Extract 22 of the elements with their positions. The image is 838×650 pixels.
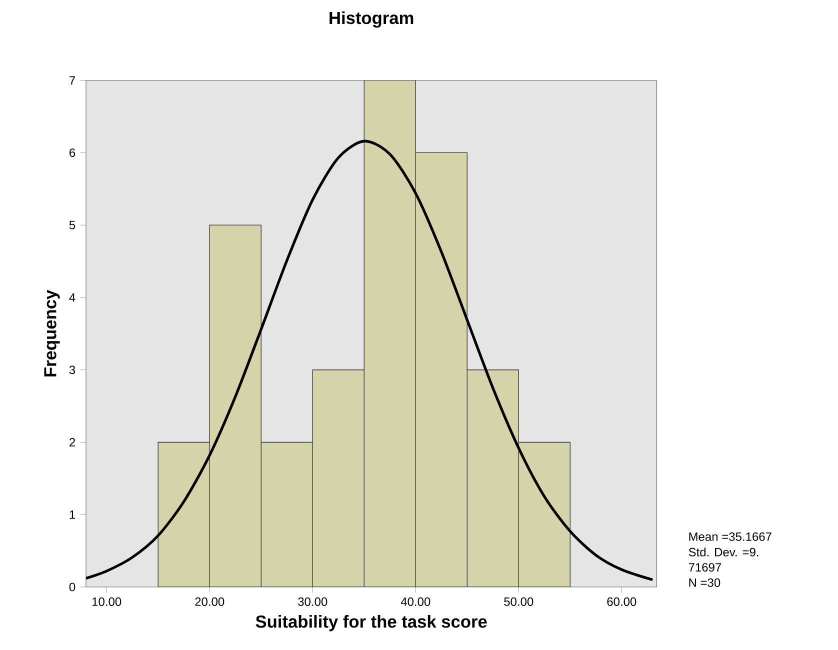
text: Mean =35.1667 bbox=[689, 532, 772, 541]
y-tick-label: 3 bbox=[69, 366, 76, 374]
y-tick-label: 0 bbox=[69, 582, 76, 592]
x-tick-label: 60.00 bbox=[607, 597, 636, 606]
y-tick-label: 6 bbox=[70, 148, 76, 157]
x-tick-label: 10.00 bbox=[92, 597, 122, 606]
chart-title: Histogram bbox=[330, 11, 414, 28]
text: N =30 bbox=[689, 578, 720, 587]
y-tick-label: 7 bbox=[70, 76, 75, 84]
y-tick-label: 5 bbox=[69, 220, 76, 230]
x-tick-label: 30.00 bbox=[298, 597, 328, 606]
x-tick-label: 50.00 bbox=[504, 597, 534, 606]
x-tick-label: 20.00 bbox=[195, 597, 224, 606]
y-tick-label: 1 bbox=[70, 510, 76, 519]
text: 71697 bbox=[688, 563, 722, 572]
x-axis-title: Suitability for the task score bbox=[256, 615, 487, 632]
y-tick-label: 4 bbox=[69, 293, 76, 302]
text: Std. Dev. =9. bbox=[688, 548, 758, 556]
y-tick-label: 2 bbox=[70, 438, 75, 446]
y-axis-title: Frequency bbox=[44, 290, 60, 376]
line-series bbox=[86, 140, 654, 582]
x-tick-label: 40.00 bbox=[400, 597, 430, 606]
